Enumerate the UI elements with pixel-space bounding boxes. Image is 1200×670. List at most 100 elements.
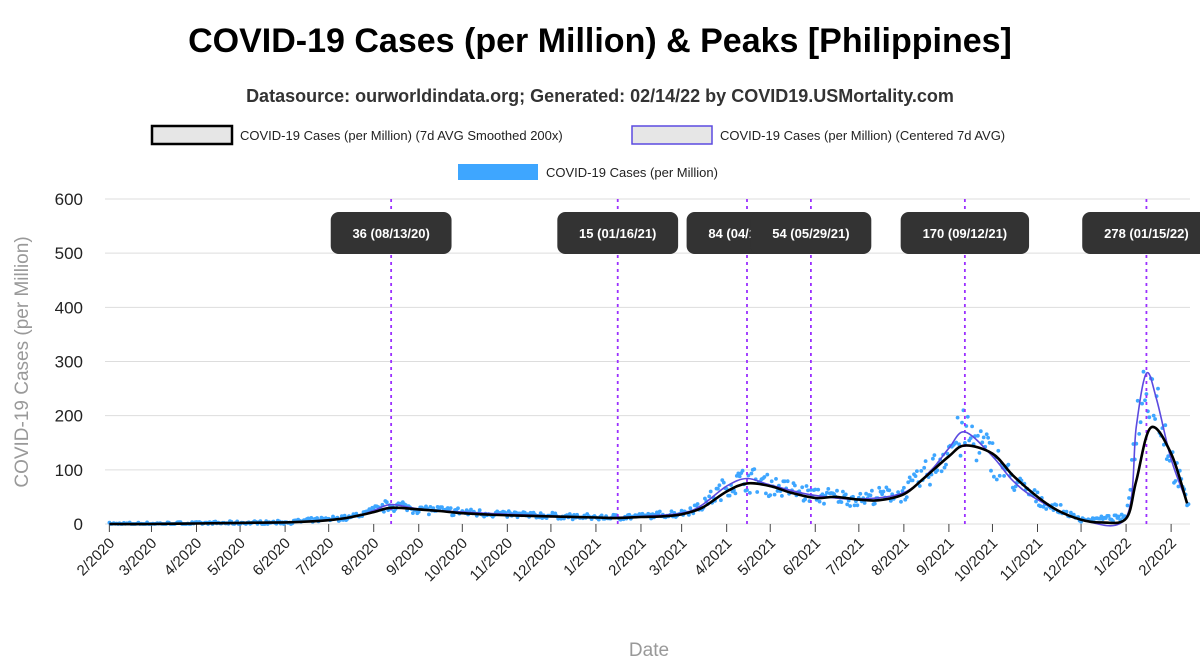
- daily-point: [922, 465, 927, 470]
- daily-point: [904, 495, 909, 499]
- daily-point: [1069, 510, 1073, 515]
- daily-point: [1125, 503, 1130, 508]
- daily-point: [977, 451, 982, 455]
- daily-point: [944, 462, 948, 467]
- x-tick-label: 6/2020: [249, 535, 293, 579]
- daily-point: [1013, 484, 1018, 489]
- x-tick-label: 3/2021: [646, 535, 690, 579]
- peak-label-text: 54 (05/29/21): [772, 226, 849, 241]
- daily-point: [928, 482, 932, 487]
- x-tick-label: 12/2020: [509, 535, 559, 585]
- daily-point: [942, 465, 947, 470]
- daily-point: [820, 492, 825, 497]
- daily-point: [717, 483, 722, 488]
- daily-point: [913, 474, 918, 478]
- daily-point: [1044, 507, 1049, 511]
- y-tick-labels: 0 100 200 300 400 500 600: [55, 190, 83, 534]
- daily-point: [440, 505, 444, 509]
- peak-label-box: [557, 212, 679, 254]
- daily-point: [1176, 484, 1181, 489]
- daily-point: [1138, 420, 1143, 425]
- daily-point: [992, 474, 996, 479]
- daily-point: [1006, 462, 1011, 467]
- daily-point: [935, 468, 940, 473]
- daily-point: [887, 488, 892, 493]
- peak-label-text: 170 (09/12/21): [923, 226, 1008, 241]
- daily-point: [976, 433, 980, 438]
- daily-point: [813, 487, 818, 492]
- daily-point: [782, 479, 787, 484]
- daily-point: [688, 506, 693, 511]
- daily-point: [1173, 479, 1178, 483]
- centered-avg-line: [109, 371, 1188, 527]
- daily-point: [1151, 413, 1156, 418]
- daily-point: [881, 489, 886, 494]
- y-tick-label: 400: [55, 298, 83, 317]
- y-tick-label: 200: [55, 407, 83, 426]
- daily-point: [965, 414, 970, 419]
- daily-point: [855, 503, 860, 508]
- daily-point: [896, 490, 900, 494]
- daily-point: [477, 508, 482, 513]
- daily-point: [727, 493, 732, 498]
- daily-point: [772, 492, 777, 497]
- daily-point: [968, 436, 973, 440]
- daily-point: [1141, 369, 1146, 374]
- legend-label: COVID-19 Cases (per Million) (Centered 7…: [720, 128, 1005, 143]
- daily-point: [1035, 490, 1040, 495]
- daily-point: [986, 435, 990, 440]
- daily-point: [872, 501, 877, 506]
- daily-point: [456, 506, 460, 511]
- daily-point: [826, 487, 831, 491]
- x-tick-label: 4/2021: [691, 535, 735, 579]
- peak-label: 278 (01/15/22): [1082, 212, 1200, 254]
- legend-swatch: [458, 164, 538, 180]
- daily-point: [923, 459, 928, 463]
- daily-point: [1144, 392, 1149, 396]
- x-tick-label: 7/2020: [293, 535, 337, 579]
- y-tick-label: 0: [74, 515, 83, 534]
- daily-point: [917, 484, 922, 488]
- x-tick-label: 2/2022: [1135, 535, 1179, 579]
- daily-point: [780, 494, 784, 498]
- daily-point: [1071, 512, 1076, 517]
- peak-label-text: 15 (01/16/21): [579, 226, 656, 241]
- daily-point: [981, 435, 986, 440]
- daily-point: [839, 500, 844, 504]
- daily-point: [1034, 499, 1038, 504]
- daily-point: [657, 509, 662, 514]
- daily-point: [765, 472, 770, 477]
- daily-point: [915, 469, 919, 473]
- x-tick-label: 5/2021: [735, 535, 779, 579]
- daily-point: [768, 493, 773, 497]
- legend-label: COVID-19 Cases (per Million) (7d AVG Smo…: [240, 128, 563, 143]
- daily-point: [1064, 509, 1069, 514]
- daily-point: [939, 469, 944, 474]
- daily-point: [769, 479, 774, 484]
- daily-point: [848, 504, 852, 508]
- daily-point: [845, 502, 850, 507]
- peak-label-box: [900, 212, 1030, 254]
- daily-point: [803, 497, 807, 502]
- daily-point: [931, 456, 935, 461]
- daily-point: [852, 503, 857, 508]
- daily-point: [919, 469, 924, 473]
- daily-point: [755, 490, 760, 494]
- daily-point: [994, 477, 999, 482]
- x-tick-label: 11/2020: [467, 535, 517, 585]
- daily-point: [996, 448, 1001, 453]
- x-tick-label: 2/2020: [74, 535, 118, 579]
- chart-subtitle: Datasource: ourworldindata.org; Generate…: [246, 86, 954, 106]
- smoothed-avg-line: [109, 425, 1189, 526]
- x-axis-label: Date: [629, 640, 669, 661]
- daily-point: [762, 475, 767, 479]
- daily-point: [721, 480, 726, 485]
- daily-point: [822, 501, 826, 506]
- daily-point: [733, 491, 738, 496]
- daily-point: [806, 488, 810, 493]
- x-tick-label: 2/2021: [605, 535, 649, 579]
- daily-point: [1032, 488, 1037, 492]
- peak-label: 15 (01/16/21): [557, 212, 679, 254]
- daily-point: [1135, 398, 1140, 403]
